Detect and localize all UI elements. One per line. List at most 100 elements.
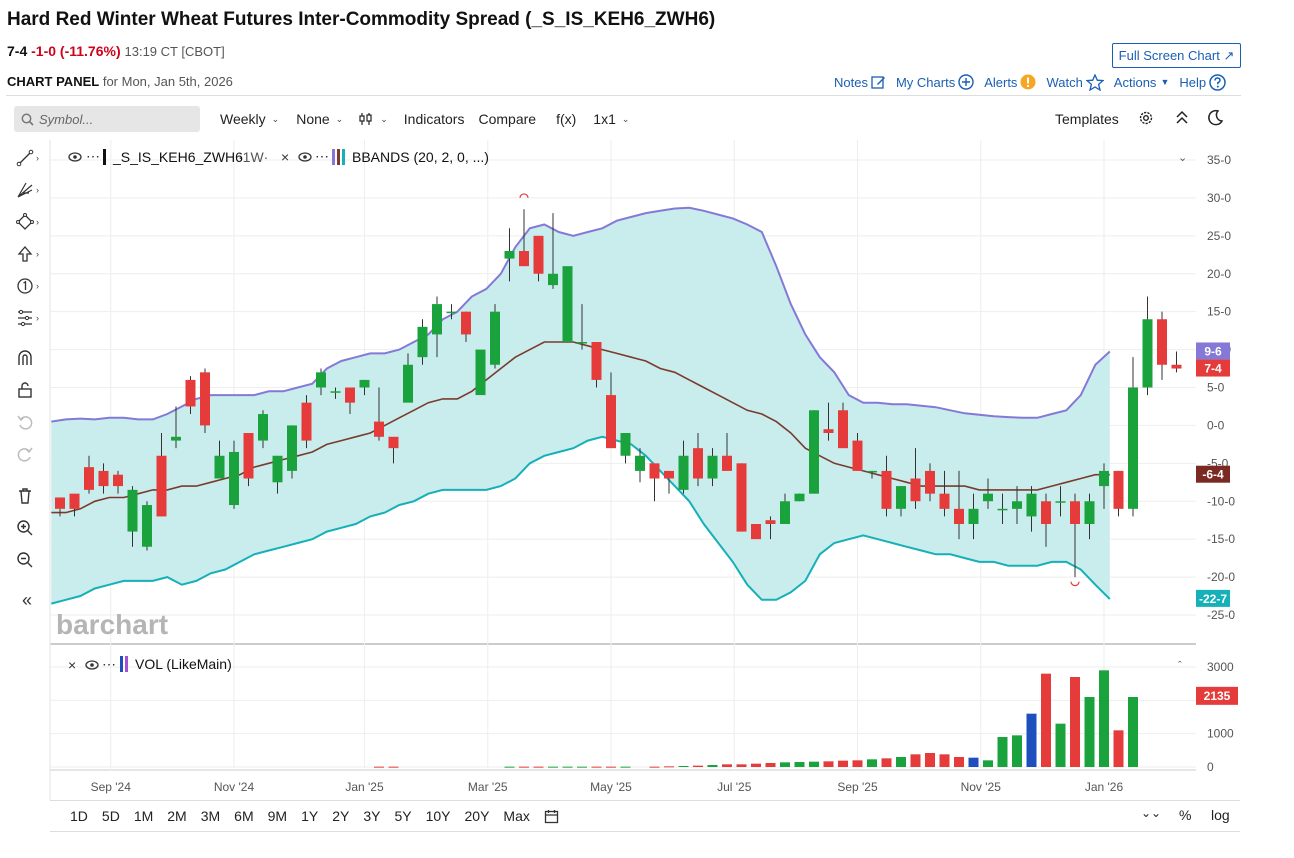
candle-body	[910, 478, 921, 502]
chart-type-select[interactable]: ⌄	[358, 112, 388, 126]
candle	[1055, 486, 1066, 517]
arrow-tool[interactable]: ›	[16, 242, 44, 266]
shape-tool[interactable]: ›	[16, 210, 44, 234]
indicators-button[interactable]: Indicators	[404, 111, 465, 127]
range-max[interactable]: Max	[503, 808, 530, 824]
candle-body	[1026, 493, 1037, 517]
fx-button[interactable]: f(x)	[556, 111, 576, 127]
overlay-select[interactable]: None ⌄	[296, 111, 343, 127]
candle	[446, 304, 457, 320]
zoom-in-icon	[17, 520, 33, 536]
legend-close-icon[interactable]: ×	[68, 657, 76, 673]
collapse-toolbar-button[interactable]: «	[16, 588, 44, 612]
range-2m[interactable]: 2M	[167, 808, 187, 824]
alert-icon	[1020, 74, 1036, 90]
candle	[968, 493, 979, 540]
range-6m[interactable]: 6M	[234, 808, 254, 824]
legend-close-icon[interactable]: ×	[281, 149, 289, 165]
watch-label: Watch	[1046, 74, 1083, 90]
undo-button[interactable]	[16, 410, 44, 434]
zoom-out-button[interactable]	[16, 548, 44, 572]
candle	[432, 296, 442, 358]
legend-more-icon[interactable]: ⋯	[86, 148, 100, 164]
legend-eye-icon[interactable]	[85, 660, 99, 670]
range-5y[interactable]: 5Y	[394, 808, 412, 824]
interval-select[interactable]: Weekly ⌄	[220, 111, 279, 127]
layout-select[interactable]: 1x1 ⌄	[593, 111, 629, 127]
trendline-tool[interactable]: ›	[16, 146, 44, 170]
candle	[1171, 351, 1182, 373]
range-9m[interactable]: 9M	[267, 808, 288, 824]
chevron-right-icon: ›	[36, 249, 39, 259]
notes-link[interactable]: Notes	[834, 75, 886, 90]
candle-body	[519, 251, 529, 267]
gear-icon[interactable]	[1137, 109, 1155, 127]
calendar-icon[interactable]	[544, 809, 559, 824]
edit-icon	[871, 75, 885, 89]
help-link[interactable]: Help	[1179, 73, 1226, 91]
candle	[591, 342, 602, 388]
range-1d[interactable]: 1D	[70, 808, 88, 824]
lock-tool[interactable]	[16, 378, 44, 402]
dark-mode-icon[interactable]	[1206, 109, 1224, 127]
candle-body	[156, 455, 167, 517]
legend-eye-icon[interactable]	[298, 152, 312, 162]
range-20y[interactable]: 20Y	[464, 808, 490, 824]
collapse-pane-icon[interactable]: ⌄	[1178, 152, 1187, 164]
double-chevron-down-icon[interactable]: ⌄⌄	[1141, 806, 1162, 820]
range-1m[interactable]: 1M	[133, 808, 154, 824]
alerts-label: Alerts	[984, 74, 1018, 90]
number-marker-icon	[17, 278, 33, 294]
expand-pane-icon[interactable]: ˆ	[1178, 660, 1182, 672]
collapse-icon[interactable]	[1174, 109, 1190, 127]
compare-button[interactable]: Compare	[478, 111, 536, 127]
lower-band-line	[51, 435, 1111, 605]
range-3y[interactable]: 3Y	[363, 808, 381, 824]
candle	[1012, 486, 1022, 524]
volume-bar	[823, 761, 834, 767]
volume-bar	[881, 758, 892, 767]
candle-body	[693, 448, 703, 479]
bbands-swatch-middle	[337, 149, 340, 165]
full-screen-chart-button[interactable]: Full Screen Chart ↗	[1112, 43, 1241, 68]
volume-tick-label: 0	[1207, 760, 1214, 774]
candle-body	[548, 273, 558, 286]
barchart-watermark: barchart	[56, 609, 168, 640]
range-5d[interactable]: 5D	[101, 808, 120, 824]
zoom-out-icon	[17, 552, 33, 568]
delete-button[interactable]	[16, 484, 44, 508]
candle-body	[1055, 501, 1066, 503]
legend-more-icon[interactable]: ⋯	[102, 656, 116, 672]
candle-body	[127, 489, 138, 532]
actions-menu[interactable]: Actions ▼	[1114, 75, 1170, 90]
fib-tool[interactable]: ›	[16, 178, 44, 202]
volume-bar	[1128, 697, 1138, 767]
annotation-tool[interactable]: ›	[16, 274, 44, 298]
range-10y[interactable]: 10Y	[425, 808, 451, 824]
range-1y[interactable]: 1Y	[301, 808, 319, 824]
redo-button[interactable]	[16, 442, 44, 466]
measure-tool[interactable]: ›	[16, 306, 44, 330]
undo-icon	[17, 415, 33, 430]
legend-eye-icon[interactable]	[68, 152, 82, 162]
alerts-link[interactable]: Alerts	[984, 74, 1036, 90]
log-toggle[interactable]: log	[1211, 807, 1230, 823]
range-3m[interactable]: 3M	[200, 808, 221, 824]
candle	[461, 311, 471, 342]
zoom-in-button[interactable]	[16, 516, 44, 540]
percent-toggle[interactable]: %	[1179, 807, 1192, 823]
templates-button[interactable]: Templates	[1055, 111, 1119, 127]
candle	[403, 353, 413, 403]
price-tick-label: 5-0	[1207, 381, 1225, 395]
my-charts-link[interactable]: My Charts	[896, 74, 974, 90]
watch-link[interactable]: Watch	[1046, 73, 1104, 91]
chart-toolbar: Symbol... Weekly ⌄ None ⌄ ⌄ Indicators Com…	[14, 104, 1244, 134]
legend-more-icon[interactable]: ⋯	[315, 148, 329, 164]
volume-bar	[591, 766, 602, 768]
price-badge	[1196, 465, 1230, 483]
range-2y[interactable]: 2Y	[332, 808, 350, 824]
candle	[896, 486, 906, 517]
magnet-tool[interactable]	[16, 346, 44, 370]
quote-time: 13:19 CT [CBOT]	[124, 44, 225, 59]
symbol-search-input[interactable]: Symbol...	[14, 106, 200, 132]
